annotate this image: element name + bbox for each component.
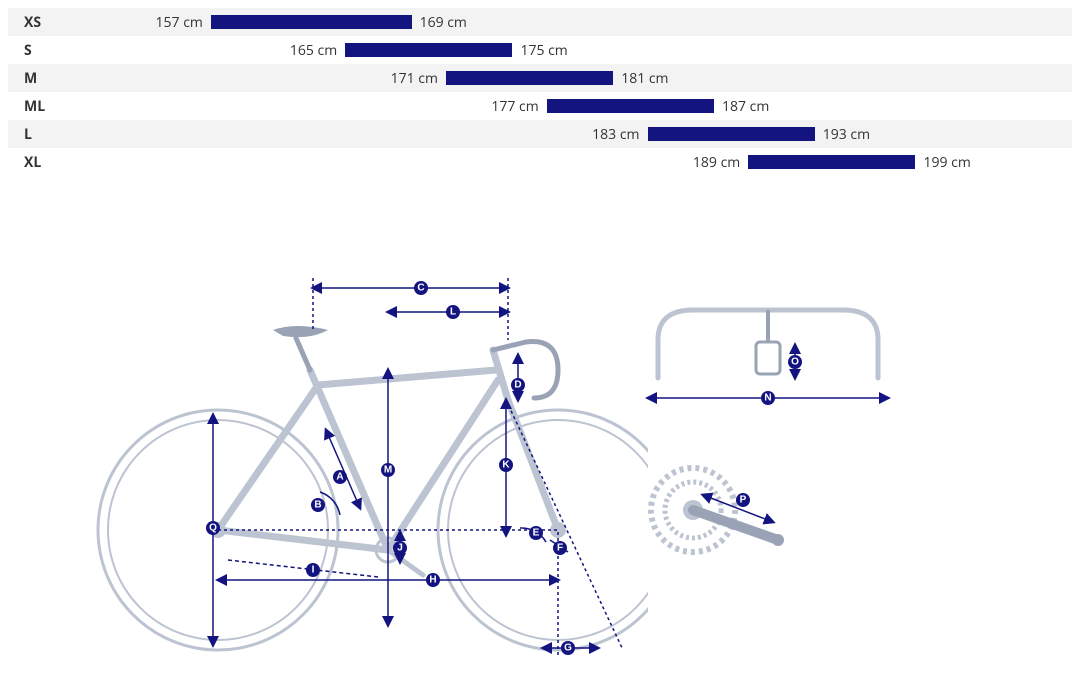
geometry-badge-label: L: [450, 307, 456, 318]
geometry-badge-label: H: [429, 575, 436, 586]
size-track: 171 cm 181 cm: [98, 64, 1072, 92]
size-label: XS: [8, 13, 98, 32]
size-min-value: 183 cm: [592, 125, 639, 144]
geometry-badge-label: A: [336, 472, 343, 483]
size-max-value: 193 cm: [823, 125, 870, 144]
size-bar: [648, 127, 815, 141]
size-label: XL: [8, 153, 98, 172]
size-bar: [446, 71, 613, 85]
geometry-badge-label: E: [533, 528, 540, 539]
size-max-value: 187 cm: [722, 97, 769, 116]
geometry-badge-label: J: [397, 543, 403, 554]
geometry-badge-label: D: [514, 380, 521, 391]
size-label: ML: [8, 97, 98, 116]
size-min-value: 157 cm: [156, 13, 203, 32]
size-max-value: 199 cm: [923, 153, 970, 172]
size-row-xs: XS 157 cm 169 cm: [8, 8, 1072, 36]
size-label: S: [8, 41, 98, 60]
handlebar-diagram: NO: [628, 290, 908, 440]
geometry-badge-label: F: [557, 543, 563, 554]
size-chart: XS 157 cm 169 cm S 165 cm 175 cm M 171 cm 181 cm…: [8, 8, 1072, 176]
size-track: 177 cm 187 cm: [98, 92, 1072, 120]
geometry-badge-label: B: [314, 500, 321, 511]
size-row-xl: XL 189 cm 199 cm: [8, 148, 1072, 176]
geometry-diagram: ABCDEFGHIJKLMQ NO: [8, 176, 1072, 656]
geometry-badge-label: M: [384, 465, 392, 476]
bike-frame-diagram: A B C D E F G H I J K L M Q: [88, 230, 648, 670]
geometry-badge-label: O: [791, 357, 799, 368]
size-max-value: 175 cm: [520, 41, 567, 60]
size-row-ml: ML 177 cm 187 cm: [8, 92, 1072, 120]
crank-diagram: P: [638, 450, 808, 570]
size-bar: [547, 99, 714, 113]
size-row-m: M 171 cm 181 cm: [8, 64, 1072, 92]
size-min-value: 171 cm: [391, 69, 438, 88]
size-min-value: 165 cm: [290, 41, 337, 60]
geometry-badge-label: K: [502, 460, 510, 471]
size-track: 157 cm 169 cm: [98, 8, 1072, 36]
size-track: 165 cm 175 cm: [98, 36, 1072, 64]
size-row-s: S 165 cm 175 cm: [8, 36, 1072, 64]
size-track: 183 cm 193 cm: [98, 120, 1072, 148]
size-max-value: 181 cm: [621, 69, 668, 88]
geometry-badge-label: Q: [209, 523, 217, 534]
size-bar: [748, 155, 915, 169]
geometry-badge-label: P: [740, 495, 747, 506]
size-bar: [345, 43, 512, 57]
size-track: 189 cm 199 cm: [98, 148, 1072, 176]
size-min-value: 177 cm: [491, 97, 538, 116]
size-min-value: 189 cm: [693, 153, 740, 172]
geometry-badge-label: C: [417, 283, 424, 294]
size-label: L: [8, 125, 98, 144]
geometry-badge-label: I: [312, 565, 315, 576]
size-label: M: [8, 69, 98, 88]
size-row-l: L 183 cm 193 cm: [8, 120, 1072, 148]
geometry-badge-label: N: [764, 393, 771, 404]
geometry-badge-label: G: [564, 643, 572, 654]
size-bar: [211, 15, 412, 29]
size-max-value: 169 cm: [420, 13, 467, 32]
